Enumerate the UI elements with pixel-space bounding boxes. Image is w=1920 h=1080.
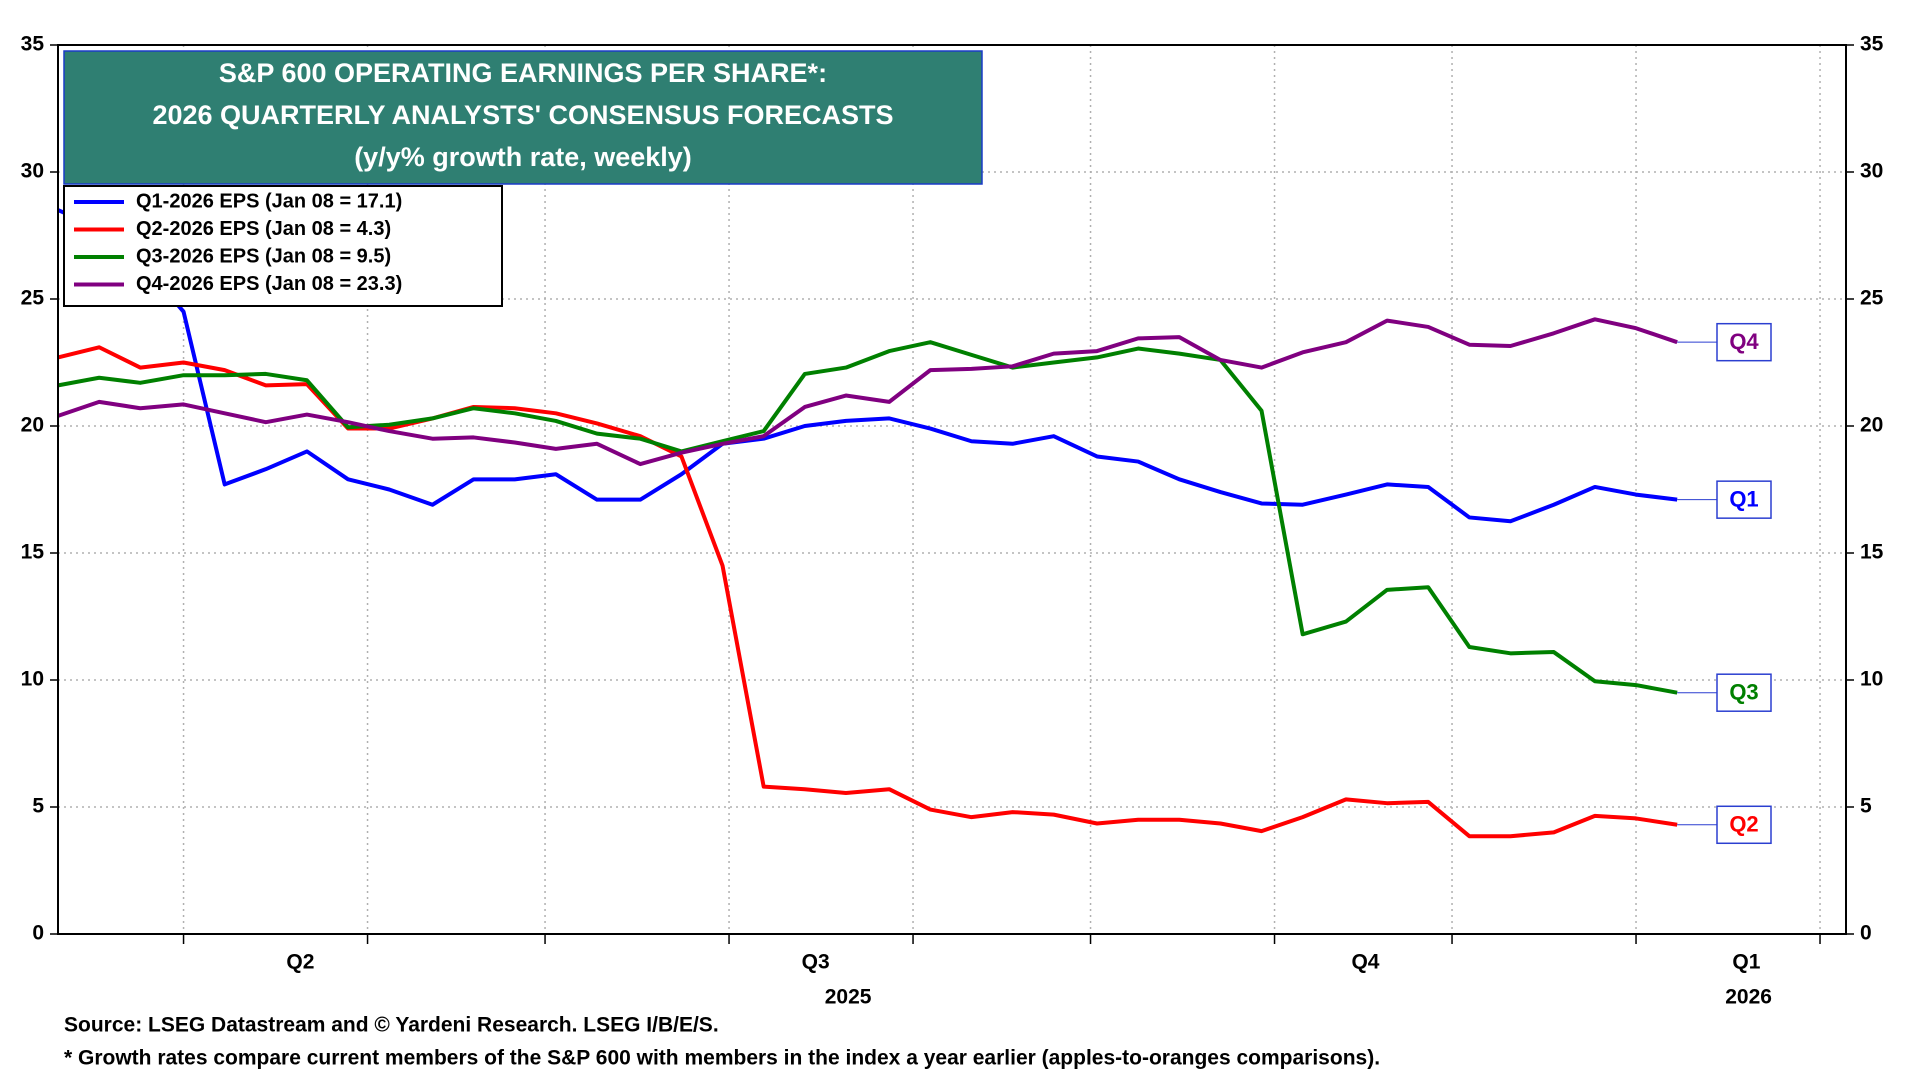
title-box xyxy=(63,50,983,185)
y2-tick-label: 15 xyxy=(1860,541,1884,564)
series-line xyxy=(57,208,1678,524)
end-label: Q4 xyxy=(1729,329,1759,354)
y-tick-label: 0 xyxy=(32,922,44,945)
x-tick-label: Q4 xyxy=(1351,951,1379,974)
y-tick-label: 30 xyxy=(21,160,44,183)
y-tick-label: 10 xyxy=(21,668,44,691)
y2-tick-label: 35 xyxy=(1860,33,1884,56)
legend: Q1-2026 EPS (Jan 08 = 17.1) Q2-2026 EPS (… xyxy=(74,190,402,295)
y2-tick-label: 25 xyxy=(1860,287,1884,310)
series-line xyxy=(57,317,1678,467)
y2-tick-label: 30 xyxy=(1860,160,1883,183)
source-note: Source: LSEG Datastream and © Yardeni Re… xyxy=(64,1014,719,1037)
y2-tick-label: 20 xyxy=(1860,414,1883,437)
series-line xyxy=(57,340,1678,695)
end-label-box xyxy=(1716,673,1772,712)
chart-subtitle: (y/y% growth rate, weekly) xyxy=(354,142,692,172)
y-tick-label: 25 xyxy=(21,287,45,310)
y-tick-label: 20 xyxy=(21,414,44,437)
y-tick-label: 35 xyxy=(21,33,45,56)
chart-title: 2026 QUARTERLY ANALYSTS' CONSENSUS FOREC… xyxy=(152,100,893,130)
x-tick-label: Q1 xyxy=(1732,951,1760,974)
y2-tick-label: 5 xyxy=(1860,795,1872,818)
legend-label: Q3-2026 EPS (Jan 08 = 9.5) xyxy=(136,245,391,267)
legend-label: Q1-2026 EPS (Jan 08 = 17.1) xyxy=(136,190,402,212)
end-label-box xyxy=(1716,480,1772,519)
y2-tick-label: 0 xyxy=(1860,922,1872,945)
end-label: Q3 xyxy=(1729,680,1758,705)
end-label: Q1 xyxy=(1729,486,1758,511)
y2-tick-label: 10 xyxy=(1860,668,1883,691)
plot-lines xyxy=(57,208,1678,839)
plot-frame xyxy=(57,44,1847,935)
y-tick-label: 15 xyxy=(21,541,45,564)
legend-label: Q4-2026 EPS (Jan 08 = 23.3) xyxy=(136,273,402,295)
chart-title: S&P 600 OPERATING EARNINGS PER SHARE*: xyxy=(219,58,827,88)
x-year-label: 2025 xyxy=(825,986,872,1009)
x-tick-label: Q2 xyxy=(286,951,314,974)
legend-label: Q2-2026 EPS (Jan 08 = 4.3) xyxy=(136,218,391,240)
end-label: Q2 xyxy=(1729,812,1758,837)
legend-box xyxy=(63,185,503,307)
footnote: * Growth rates compare current members o… xyxy=(64,1047,1380,1070)
x-year-label: 2026 xyxy=(1725,986,1772,1009)
y-tick-label: 5 xyxy=(32,795,44,818)
end-label-box xyxy=(1716,322,1772,362)
x-tick-label: Q3 xyxy=(802,951,830,974)
end-label-box xyxy=(1716,805,1772,845)
